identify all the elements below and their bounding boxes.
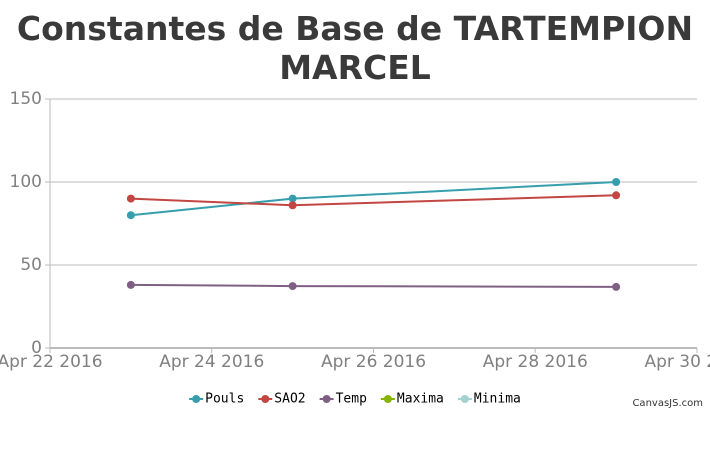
- x-tick-label: Apr 26 2016: [321, 352, 426, 372]
- legend-marker: [261, 395, 270, 403]
- legend-marker: [460, 395, 469, 403]
- x-tick-label: Apr 24 2016: [159, 352, 264, 372]
- point: [612, 282, 621, 291]
- y-tick-label: 100: [10, 172, 42, 192]
- legend-label: Pouls: [205, 392, 244, 407]
- x-tick-label: Apr 28 2016: [483, 352, 588, 372]
- chart-title: Constantes de Base de TARTEMPION MARCEL: [17, 9, 693, 87]
- x-tick-label: Apr 30 2016: [644, 352, 710, 372]
- legend-marker: [383, 395, 392, 403]
- point: [612, 191, 621, 200]
- point: [612, 178, 621, 186]
- legend: Pouls SAO2 Temp Maxima Minima: [189, 392, 521, 407]
- title-line: MARCEL: [279, 48, 431, 87]
- legend-marker: [322, 395, 331, 403]
- point: [288, 201, 297, 210]
- point: [126, 194, 135, 203]
- credit: CanvasJS.com: [632, 398, 703, 409]
- point: [288, 282, 297, 291]
- legend-marker: [192, 395, 201, 403]
- series-line: [130, 194, 617, 207]
- y-tick-label: 0: [31, 338, 42, 358]
- point: [126, 280, 135, 289]
- point: [288, 194, 297, 203]
- point: [126, 211, 135, 220]
- x-tick-label: Apr 22 2016: [0, 352, 103, 372]
- y-tick-label: 50: [20, 255, 42, 275]
- y-tick-label: 150: [10, 89, 42, 109]
- series-line: [130, 181, 617, 217]
- legend-label: Temp: [336, 392, 367, 407]
- legend-label: Maxima: [397, 392, 444, 407]
- series-line: [130, 283, 617, 288]
- legend-label: Minima: [474, 392, 521, 407]
- title-line: Constantes de Base de TARTEMPION: [17, 9, 693, 48]
- legend-label: SAO2: [274, 392, 305, 407]
